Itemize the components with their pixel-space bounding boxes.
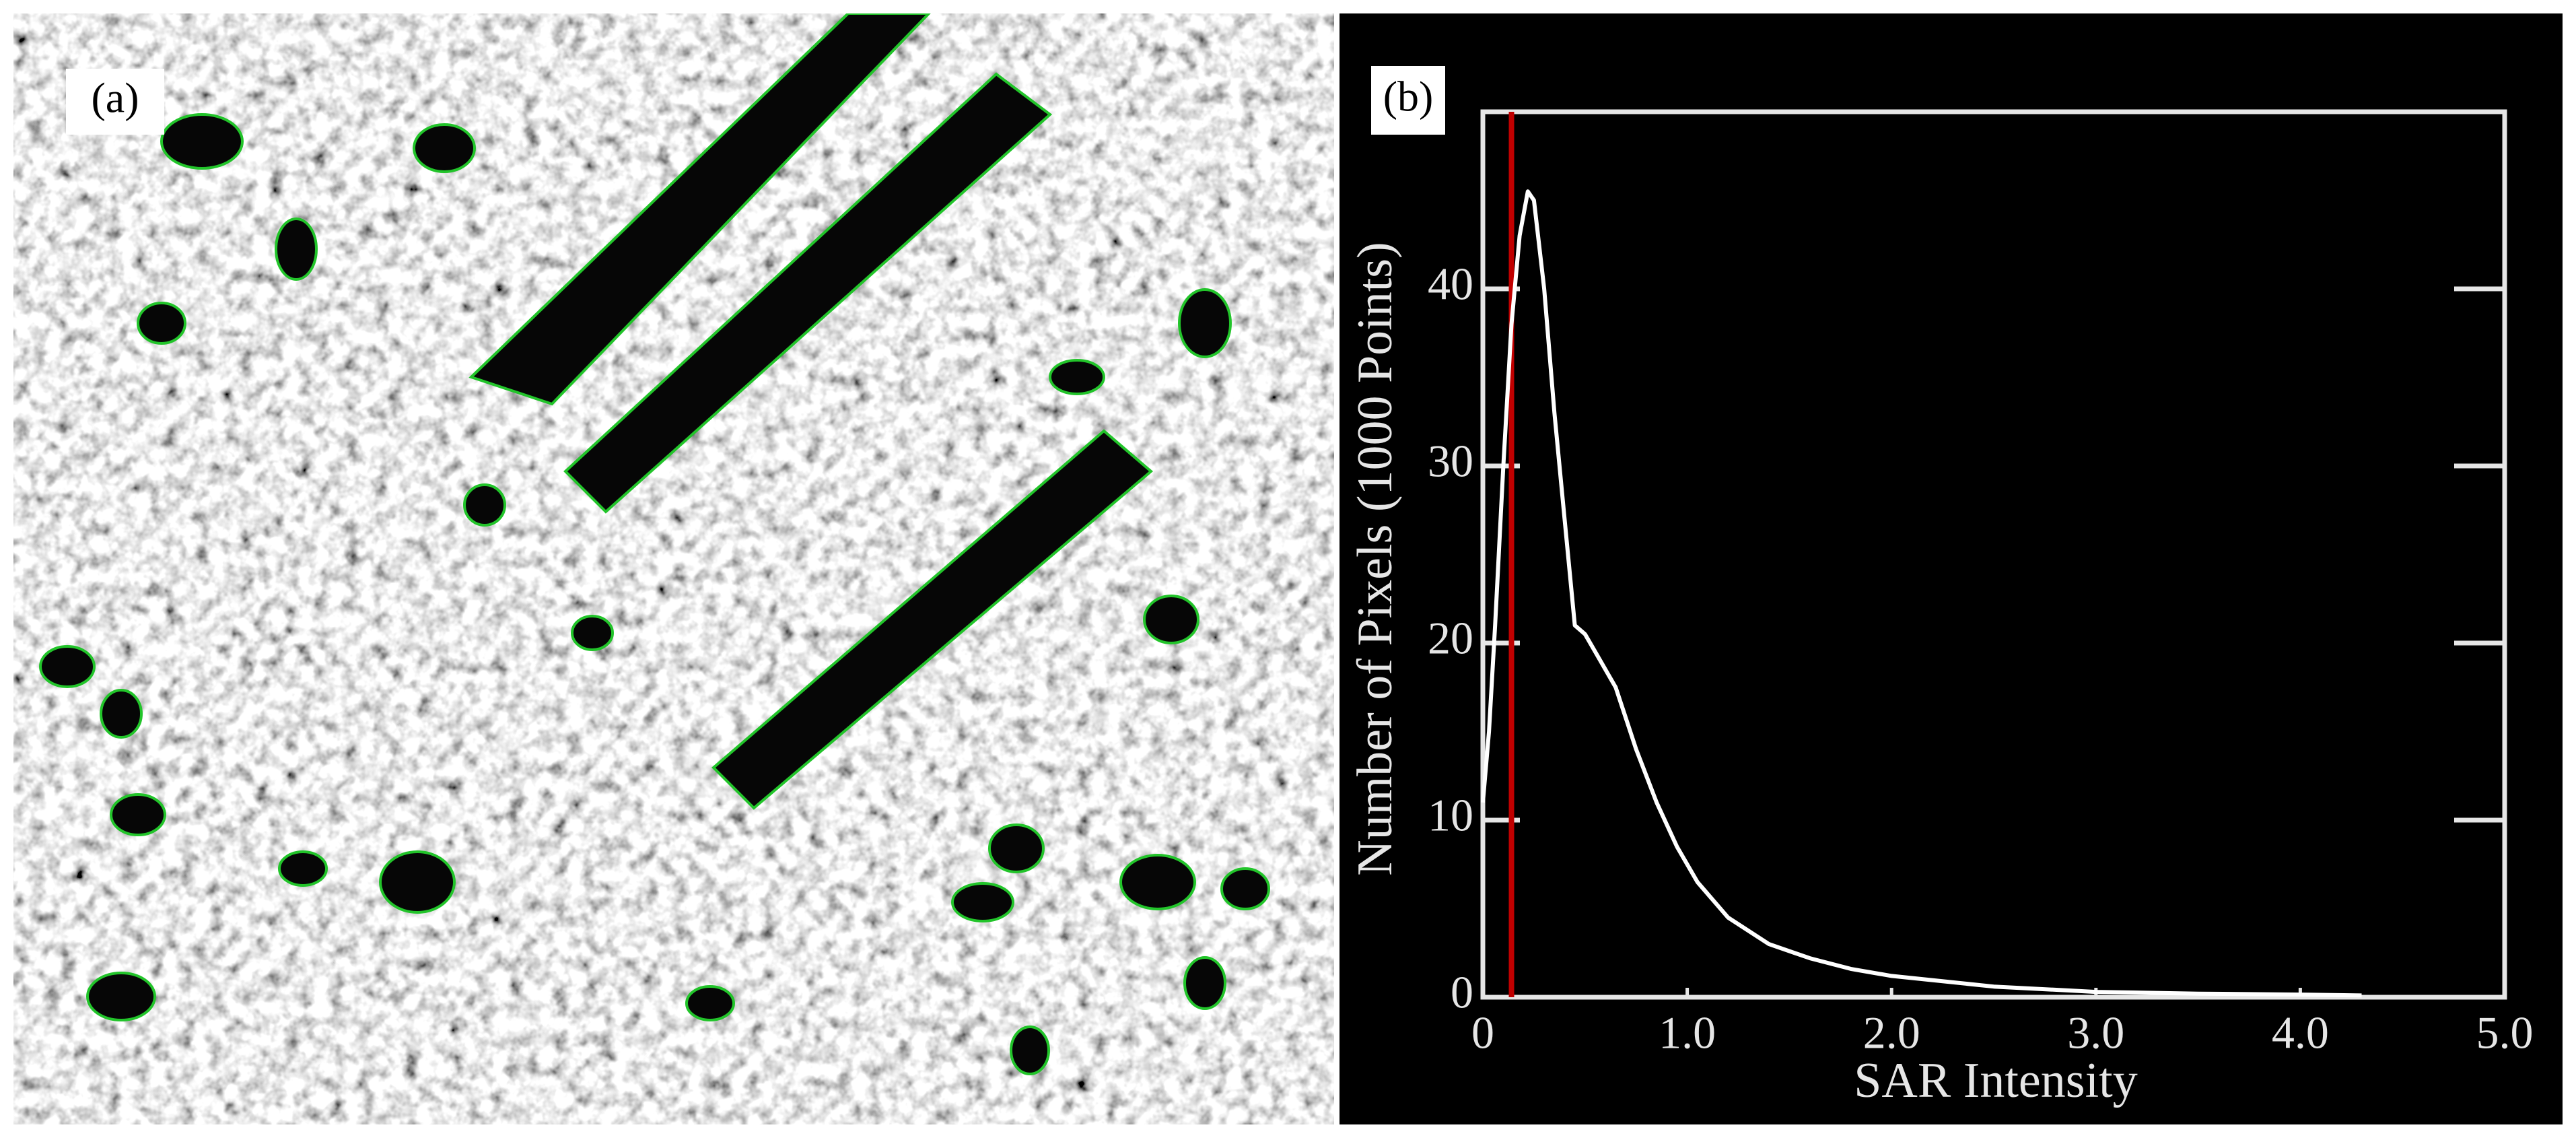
sar-image: (a) [13, 13, 1334, 1124]
dark-blob [951, 882, 1014, 922]
dark-blob [39, 645, 96, 688]
dark-blob [685, 985, 735, 1021]
dark-blob [110, 793, 166, 836]
dark-blob [160, 113, 244, 170]
histogram-line [1481, 189, 2362, 998]
y-tick-label: 40 [1428, 259, 1473, 310]
y-tick-label: 20 [1428, 613, 1473, 664]
dark-blob [1010, 1025, 1050, 1075]
plot-frame [1480, 109, 2507, 1000]
chart-background [1339, 13, 2563, 1124]
x-tick-label: 2.0 [1863, 1007, 1920, 1058]
panel-label: (a) [91, 74, 139, 122]
y-tick-label: 30 [1428, 436, 1473, 487]
y-tick-label: 10 [1428, 790, 1473, 841]
dark-regions [39, 13, 1270, 1075]
x-tick-label: 4.0 [2272, 1007, 2329, 1058]
x-tick-label: 1.0 [1659, 1007, 1716, 1058]
panel-label: (b) [1383, 73, 1434, 121]
y-axis-label: Number of Pixels (1000 Points) [1348, 242, 1403, 875]
dark-blob [988, 823, 1045, 873]
dark-blob [571, 615, 614, 651]
dark-blob [100, 689, 143, 739]
dark-blob [86, 972, 156, 1021]
dark-blob [137, 302, 186, 345]
x-axis-label: SAR Intensity [1854, 1053, 2137, 1108]
dark-band [468, 13, 931, 406]
dark-band [563, 72, 1053, 514]
dark-blob [413, 123, 476, 173]
dark-blob [463, 483, 506, 527]
dark-blob [1049, 359, 1105, 395]
panel-label-box [66, 69, 164, 135]
dark-blob [379, 850, 456, 914]
dark-blob [1183, 956, 1226, 1010]
dark-blob [1119, 854, 1196, 910]
dark-blob [1220, 867, 1270, 910]
histogram-panel: (b) SAR Intensity Number of Pixels (1000… [1339, 13, 2563, 1124]
dark-blob [278, 850, 328, 887]
dark-blob [1178, 288, 1232, 358]
dark-blob [1143, 595, 1199, 644]
dark-blob [275, 217, 318, 281]
x-tick-label: 3.0 [2067, 1007, 2124, 1058]
y-tick-label: 0 [1451, 967, 1473, 1018]
x-tick-label: 5.0 [2476, 1007, 2534, 1058]
dark-band [711, 429, 1154, 810]
panel-label-box [1371, 66, 1445, 135]
x-tick-label: 0 [1471, 1007, 1494, 1058]
